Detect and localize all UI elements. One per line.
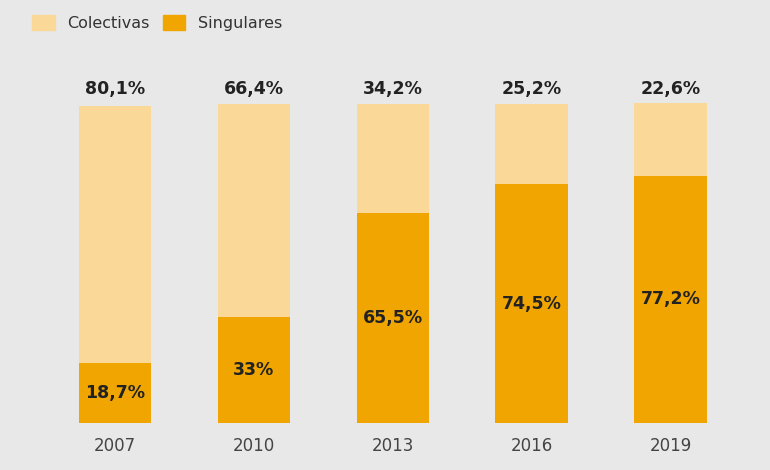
Text: 18,7%: 18,7% [85, 384, 145, 402]
Text: 33%: 33% [233, 361, 274, 379]
Bar [495, 103, 567, 184]
Bar [218, 317, 290, 423]
Bar [495, 184, 567, 423]
Text: 25,2%: 25,2% [501, 80, 561, 98]
Text: 80,1%: 80,1% [85, 80, 145, 98]
Bar [79, 363, 151, 423]
Text: 65,5%: 65,5% [363, 309, 423, 327]
Bar [357, 213, 429, 423]
Text: 66,4%: 66,4% [224, 80, 284, 98]
Bar [634, 103, 707, 176]
Text: 22,6%: 22,6% [641, 80, 701, 98]
Bar [634, 176, 707, 423]
Legend: Colectivas, Singulares: Colectivas, Singulares [32, 15, 282, 31]
Text: 34,2%: 34,2% [363, 80, 423, 98]
Bar [218, 104, 290, 317]
Text: 74,5%: 74,5% [502, 295, 561, 313]
Text: 77,2%: 77,2% [641, 290, 701, 308]
Bar [357, 103, 429, 213]
Bar [79, 106, 151, 363]
